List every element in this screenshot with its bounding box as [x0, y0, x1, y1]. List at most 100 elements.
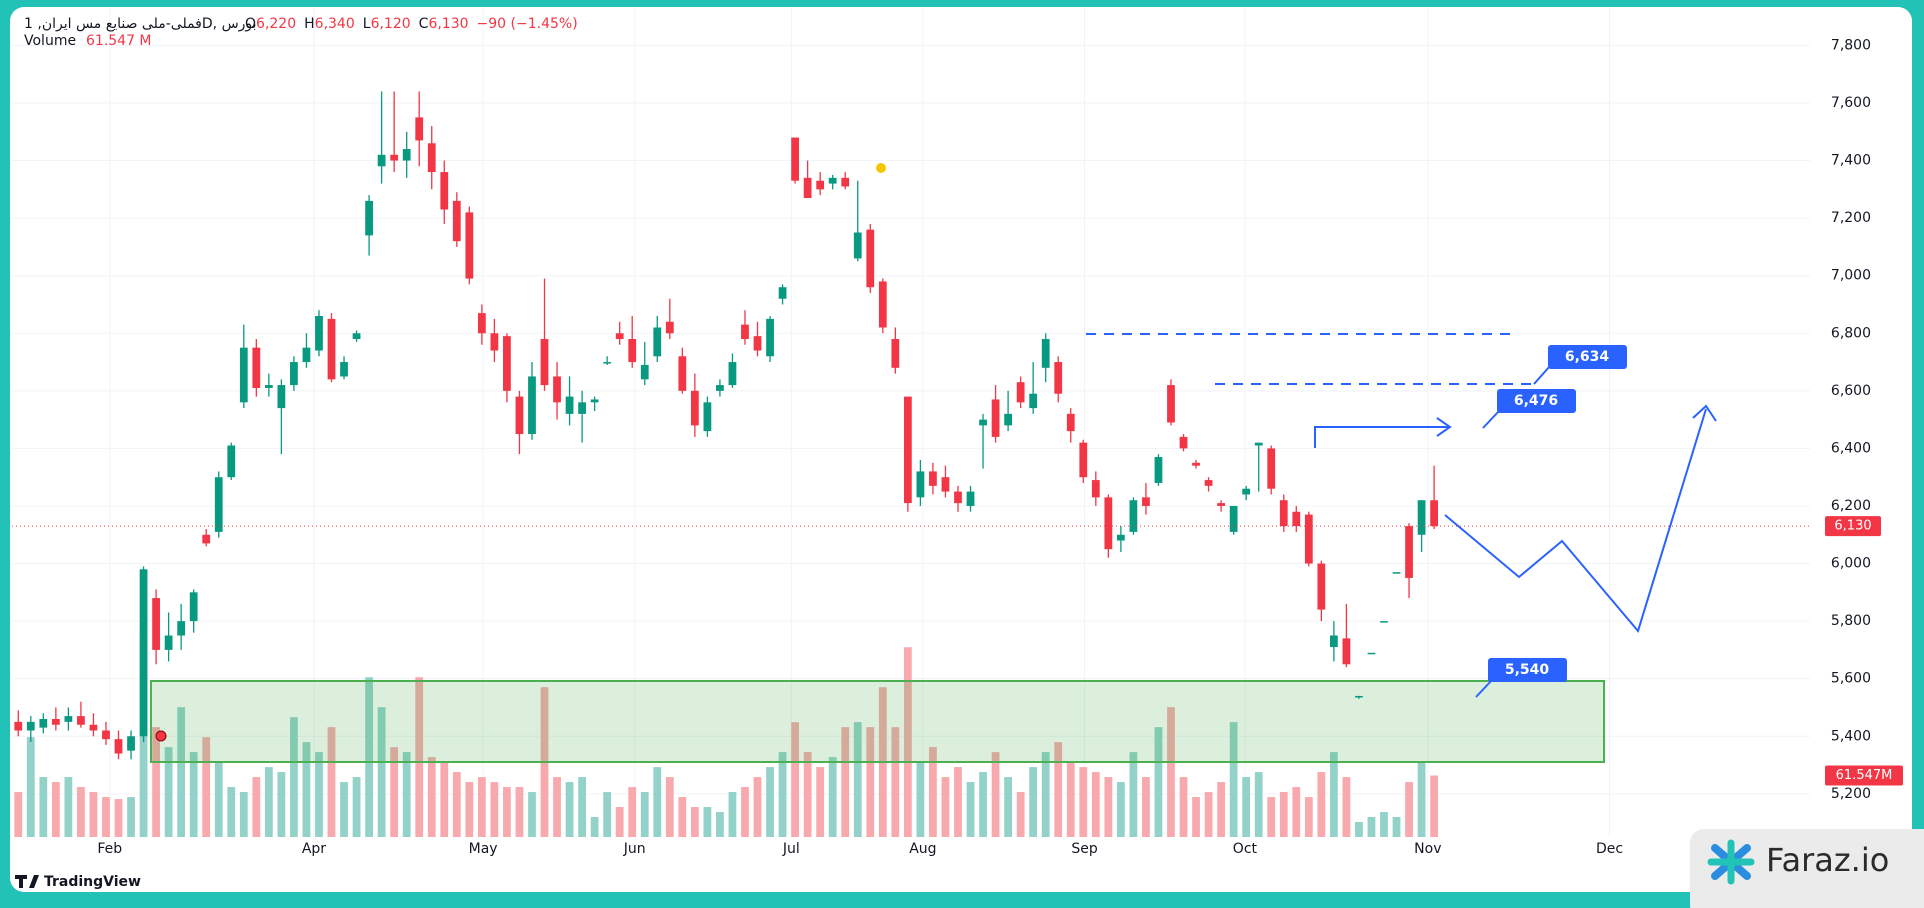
- volume-bar: [891, 727, 900, 837]
- ohlc-key: L: [363, 16, 371, 32]
- volume-bar: [1004, 777, 1012, 837]
- volume-bar: [929, 747, 937, 837]
- candle-body: [227, 445, 236, 478]
- candle-body: [239, 347, 248, 403]
- candle-body: [803, 177, 812, 198]
- ohlc-change: −90 (−1.45%): [477, 16, 578, 32]
- candle-body: [77, 716, 85, 725]
- candle-body: [89, 724, 98, 731]
- candle-body: [1217, 503, 1225, 506]
- ohlc-value: 6,220: [256, 16, 296, 32]
- volume-bar: [1116, 782, 1125, 837]
- volume-bar: [390, 747, 399, 837]
- candle-body: [1317, 563, 1326, 610]
- y-tick-label: 6,200: [1831, 498, 1871, 514]
- candle-body: [628, 339, 637, 363]
- candle-body: [1292, 511, 1301, 527]
- candle-body: [903, 396, 912, 504]
- candle-body: [1154, 457, 1163, 483]
- candle-body: [578, 402, 586, 414]
- candle-body: [853, 232, 862, 259]
- candle-body: [741, 324, 749, 340]
- volume-bar: [365, 677, 373, 837]
- x-tick-label: Aug: [909, 841, 936, 857]
- volume-bar: [264, 767, 273, 837]
- candle-body: [640, 364, 649, 380]
- axis-labels: 5,200 5,400 5,600 5,800 6,000 6,200 6,400 6,600…: [97, 37, 1903, 857]
- candle-body: [415, 117, 424, 141]
- candle-body: [791, 137, 799, 181]
- volume-bar: [1254, 772, 1263, 837]
- candle-body: [841, 177, 850, 187]
- candle-body: [1142, 497, 1150, 506]
- volume-bar: [841, 727, 850, 837]
- forecast-path: [1444, 408, 1707, 634]
- volume-bar: [1367, 817, 1376, 837]
- volume-bar: [1079, 767, 1088, 837]
- candle-body: [653, 327, 662, 357]
- callout-label: 6,634: [1565, 349, 1610, 365]
- candle-body: [979, 419, 987, 426]
- candle-body: [1104, 497, 1113, 550]
- candle-body: [214, 477, 223, 532]
- candle-body: [753, 336, 762, 351]
- candle-body: [1116, 534, 1125, 541]
- x-tick-label: Oct: [1233, 841, 1258, 857]
- volume-bar: [1142, 777, 1150, 837]
- candle-body: [164, 635, 173, 650]
- y-tick-label: 7,400: [1831, 153, 1871, 169]
- ohlc-key: H: [304, 16, 315, 32]
- volume-bar: [1217, 782, 1225, 837]
- volume-bar: [315, 752, 323, 837]
- y-tick-label: 5,400: [1831, 728, 1871, 744]
- candle-body: [452, 200, 461, 242]
- volume-bar: [941, 777, 950, 837]
- volume-bar: [102, 797, 110, 837]
- candle-body: [916, 471, 925, 498]
- volume-bar: [778, 752, 787, 837]
- candle-body: [51, 718, 60, 725]
- candle-body: [1304, 514, 1313, 564]
- volume-bar: [1129, 752, 1138, 837]
- candle-body: [1129, 500, 1138, 532]
- candle-body: [966, 491, 975, 506]
- candle-body: [540, 339, 549, 386]
- candle-body: [252, 347, 261, 388]
- volume-bar: [1380, 812, 1388, 837]
- candle-body: [728, 362, 737, 386]
- logo-icon: [15, 875, 39, 888]
- candle-body: [152, 598, 160, 650]
- candle-body: [929, 471, 937, 486]
- candle-body: [1054, 362, 1063, 394]
- volume-bar: [690, 807, 699, 837]
- icon-stroke: [1707, 839, 1755, 885]
- volume-bar: [903, 647, 912, 837]
- ohlc-value: 6,340: [315, 16, 355, 32]
- volume-bar: [628, 787, 637, 837]
- volume-bar: [703, 807, 712, 837]
- volume-bar: [465, 782, 474, 837]
- volume-bar: [741, 787, 749, 837]
- arrow-head: [1436, 417, 1452, 437]
- volume-bar: [503, 787, 511, 837]
- callout-box: [1548, 345, 1627, 369]
- candle-body: [139, 569, 148, 737]
- volume-bar: [991, 752, 1000, 837]
- volume-bar: [553, 777, 561, 837]
- candle-body: [528, 376, 536, 435]
- volume-bar: [415, 677, 424, 837]
- candle-body: [1405, 526, 1413, 578]
- volume-bar: [528, 792, 536, 837]
- candle-body: [477, 313, 486, 334]
- candle-body: [766, 318, 774, 357]
- grid: [12, 8, 1810, 837]
- volume-bar: [1392, 817, 1401, 837]
- candle-body: [590, 399, 599, 403]
- candle-body: [615, 333, 624, 340]
- candle-body: [427, 143, 436, 173]
- volume-bar: [728, 792, 737, 837]
- volume-bar: [77, 787, 85, 837]
- volume-bar: [1417, 762, 1426, 837]
- callout-pointer: [1482, 410, 1500, 429]
- tradingview-logo: TradingView: [15, 874, 141, 890]
